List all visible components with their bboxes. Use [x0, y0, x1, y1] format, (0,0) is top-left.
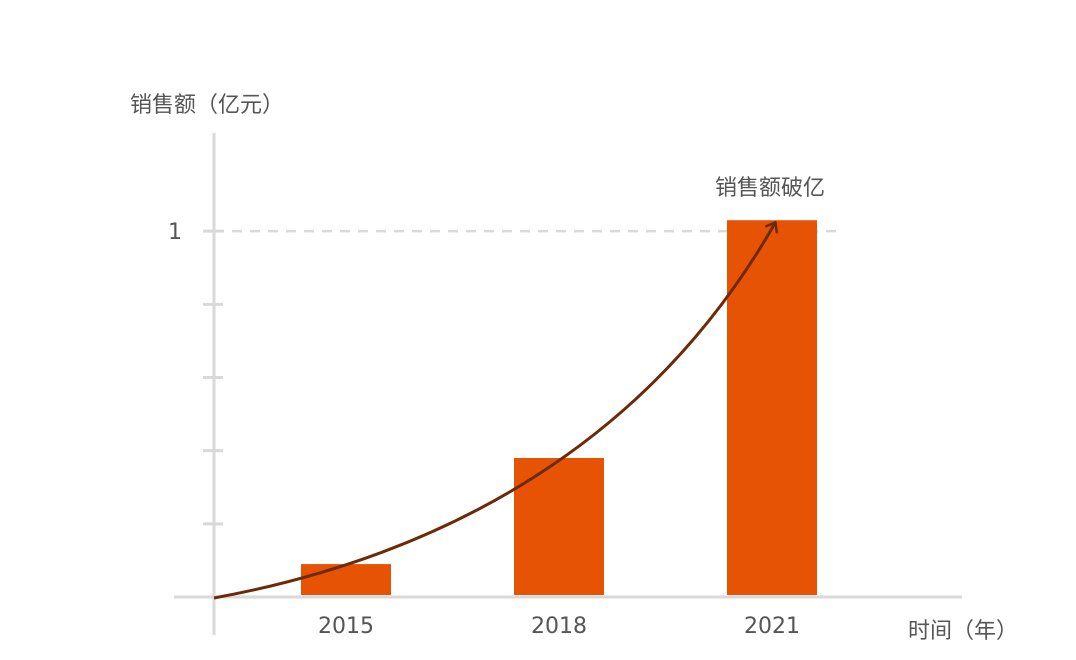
y-axis-label: 销售额（亿元）: [130, 93, 284, 118]
bar-2018: [514, 457, 604, 595]
x-tick-labels: 2015 2018 2021: [318, 614, 800, 639]
trend-arrow-label: 销售额破亿: [715, 176, 825, 201]
y-axis-ticks: 1: [168, 220, 223, 526]
bar-2021: [727, 220, 817, 596]
trend-arrow: [213, 221, 778, 600]
x-tick-label-2015: 2015: [318, 614, 374, 639]
x-tick-label-2018: 2018: [531, 614, 587, 639]
x-tick-label-2021: 2021: [744, 614, 800, 639]
bar-group: [301, 220, 817, 596]
x-axis-label: 时间（年）: [908, 619, 1018, 644]
bar-2015: [301, 564, 391, 595]
y-tick-label-1: 1: [168, 220, 182, 245]
